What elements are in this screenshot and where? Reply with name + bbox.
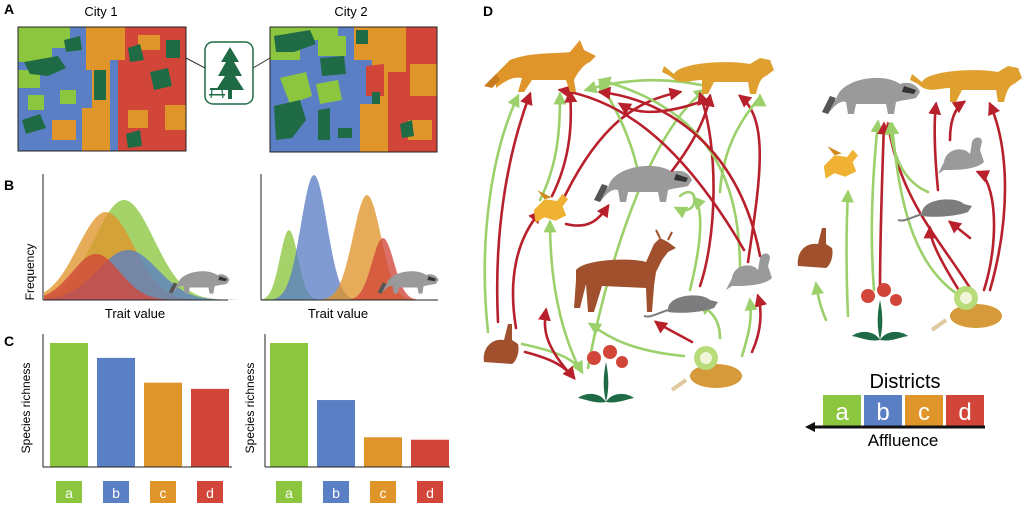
panel-a-letter: A — [4, 1, 14, 17]
rat-icon — [897, 199, 972, 222]
distribution-curve-b — [262, 175, 454, 300]
raccoon-icon — [168, 271, 230, 294]
bar-b — [317, 400, 355, 467]
panel-c: C Species richness Species richness a b c d… — [4, 333, 450, 503]
distribution-left — [44, 200, 236, 300]
pine-tree-icon — [216, 47, 244, 99]
panel-b: B Frequency Trait value Trait value — [4, 174, 454, 321]
city2-map — [269, 26, 438, 153]
district-label-c: c — [380, 485, 387, 501]
distribution-right — [262, 175, 454, 300]
panel-b-ylabel: Frequency — [23, 244, 37, 301]
city2-title: City 2 — [334, 4, 367, 19]
district-label-d: d — [426, 485, 434, 501]
pigeon-icon — [938, 137, 984, 174]
raccoon-icon — [822, 77, 920, 114]
panel-d-letter: D — [483, 3, 493, 19]
panel-b-xlabel-right: Trait value — [308, 306, 368, 321]
bar-d — [411, 439, 449, 467]
pigeon-icon — [726, 253, 772, 290]
district-label-a: a — [65, 485, 73, 501]
district-label-box-c — [370, 481, 396, 503]
legend-box-d — [946, 395, 984, 426]
picnic-table-icon — [209, 88, 225, 99]
food-icon — [930, 286, 1002, 332]
bar-c — [144, 382, 182, 467]
legend-box-c — [905, 395, 943, 426]
distribution-curve-d — [44, 254, 236, 300]
legend-box-a — [823, 395, 861, 426]
panel-b-xlabel-left: Trait value — [105, 306, 165, 321]
district-label-c: c — [160, 485, 167, 501]
bird-icon — [533, 190, 568, 223]
district-label-b: b — [112, 485, 120, 501]
distribution-curve-a — [262, 230, 454, 300]
legend-box-b — [864, 395, 902, 426]
district-label-box-b — [323, 481, 349, 503]
food-web-right-arrows — [811, 100, 1007, 322]
raccoon-icon — [594, 165, 692, 202]
panel-c-ylabel-left: Species richness — [19, 363, 33, 454]
district-label-b: b — [332, 485, 340, 501]
district-label-d: d — [206, 485, 214, 501]
legend-label-d: d — [958, 399, 971, 426]
raccoon-icon — [377, 271, 439, 294]
panel-b-letter: B — [4, 177, 14, 193]
panel-d: D — [483, 3, 1022, 450]
district-label-a: a — [285, 485, 293, 501]
district-label-box-d — [197, 481, 223, 503]
panel-c-letter: C — [4, 333, 14, 349]
district-label-box-a — [56, 481, 82, 503]
puma-icon — [910, 66, 1022, 102]
distribution-curve-c — [262, 195, 454, 300]
food-web-left-arrows — [483, 76, 768, 381]
bar-c — [364, 437, 402, 467]
city1-map — [17, 26, 187, 152]
affluence-label: Affluence — [868, 431, 939, 450]
rat-icon — [643, 295, 718, 318]
district-label-box-b — [103, 481, 129, 503]
district-label-box-c — [150, 481, 176, 503]
bird-icon — [823, 146, 858, 179]
legend-label-c: c — [918, 399, 930, 426]
bar-b — [97, 357, 135, 467]
puma-icon — [662, 58, 774, 94]
rabbit-icon — [797, 228, 833, 268]
food-icon — [670, 346, 742, 392]
panel-c-ylabel-right: Species richness — [243, 363, 257, 454]
bar-a — [50, 343, 88, 467]
flower-icon — [852, 283, 908, 341]
legend-label-b: b — [876, 399, 889, 426]
legend-title: Districts — [869, 371, 940, 393]
panel-a: A City 1 City 2 — [4, 1, 438, 153]
park-inset — [185, 41, 271, 105]
legend-label-a: a — [835, 399, 849, 426]
city1-title: City 1 — [84, 4, 117, 19]
bar-chart-right: a b c d — [270, 343, 449, 503]
bar-chart-left: a b c d — [50, 343, 229, 503]
bar-d — [191, 388, 229, 467]
district-label-box-a — [276, 481, 302, 503]
deer-icon — [574, 229, 676, 312]
district-label-box-d — [417, 481, 443, 503]
coyote-icon — [484, 40, 596, 92]
rabbit-icon — [483, 324, 519, 364]
flower-icon — [578, 345, 634, 403]
bar-a — [270, 343, 308, 467]
